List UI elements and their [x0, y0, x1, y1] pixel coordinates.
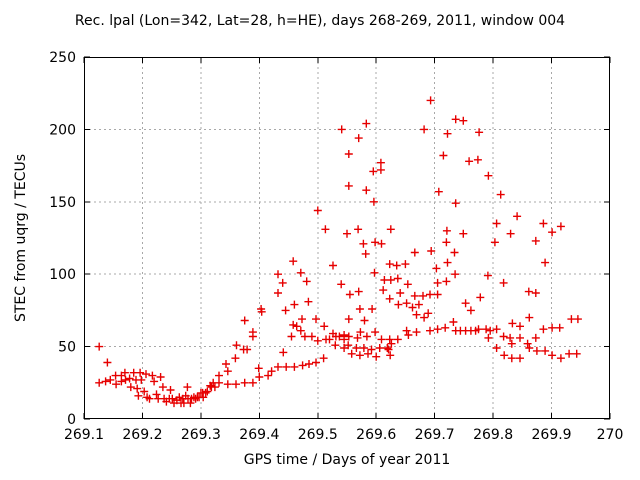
x-tick-label: 269.9 [532, 427, 572, 443]
x-tick-label: 269.3 [181, 427, 221, 443]
y-tick-label: 50 [58, 340, 76, 356]
x-tick-label: 269.2 [122, 427, 162, 443]
y-tick-label: 100 [49, 267, 76, 283]
data-points [95, 96, 582, 408]
chart-title: Rec. lpal (Lon=342, Lat=28, h=HE), days … [74, 13, 566, 29]
x-tick-label: 269.8 [473, 427, 513, 443]
x-tick-label: 270 [597, 427, 624, 443]
y-tick-label: 250 [49, 50, 76, 66]
x-axis-label: GPS time / Days of year 2011 [243, 452, 451, 468]
y-tick-label: 200 [49, 122, 76, 138]
x-tick-label: 269.7 [415, 427, 455, 443]
x-tick-label: 269.6 [356, 427, 396, 443]
plot-frame [84, 57, 610, 419]
tick-marks [83, 56, 611, 420]
y-tick-label: 150 [49, 195, 76, 211]
x-tick-label: 269.1 [64, 427, 104, 443]
gridlines [84, 57, 610, 419]
x-tick-label: 269.4 [239, 427, 279, 443]
x-tick-label: 269.5 [298, 427, 338, 443]
y-tick-label: 0 [67, 412, 76, 428]
